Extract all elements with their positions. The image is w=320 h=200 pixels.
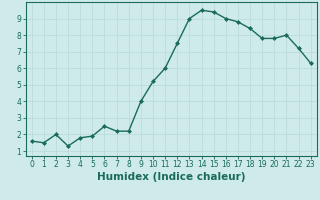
X-axis label: Humidex (Indice chaleur): Humidex (Indice chaleur) [97,172,245,182]
